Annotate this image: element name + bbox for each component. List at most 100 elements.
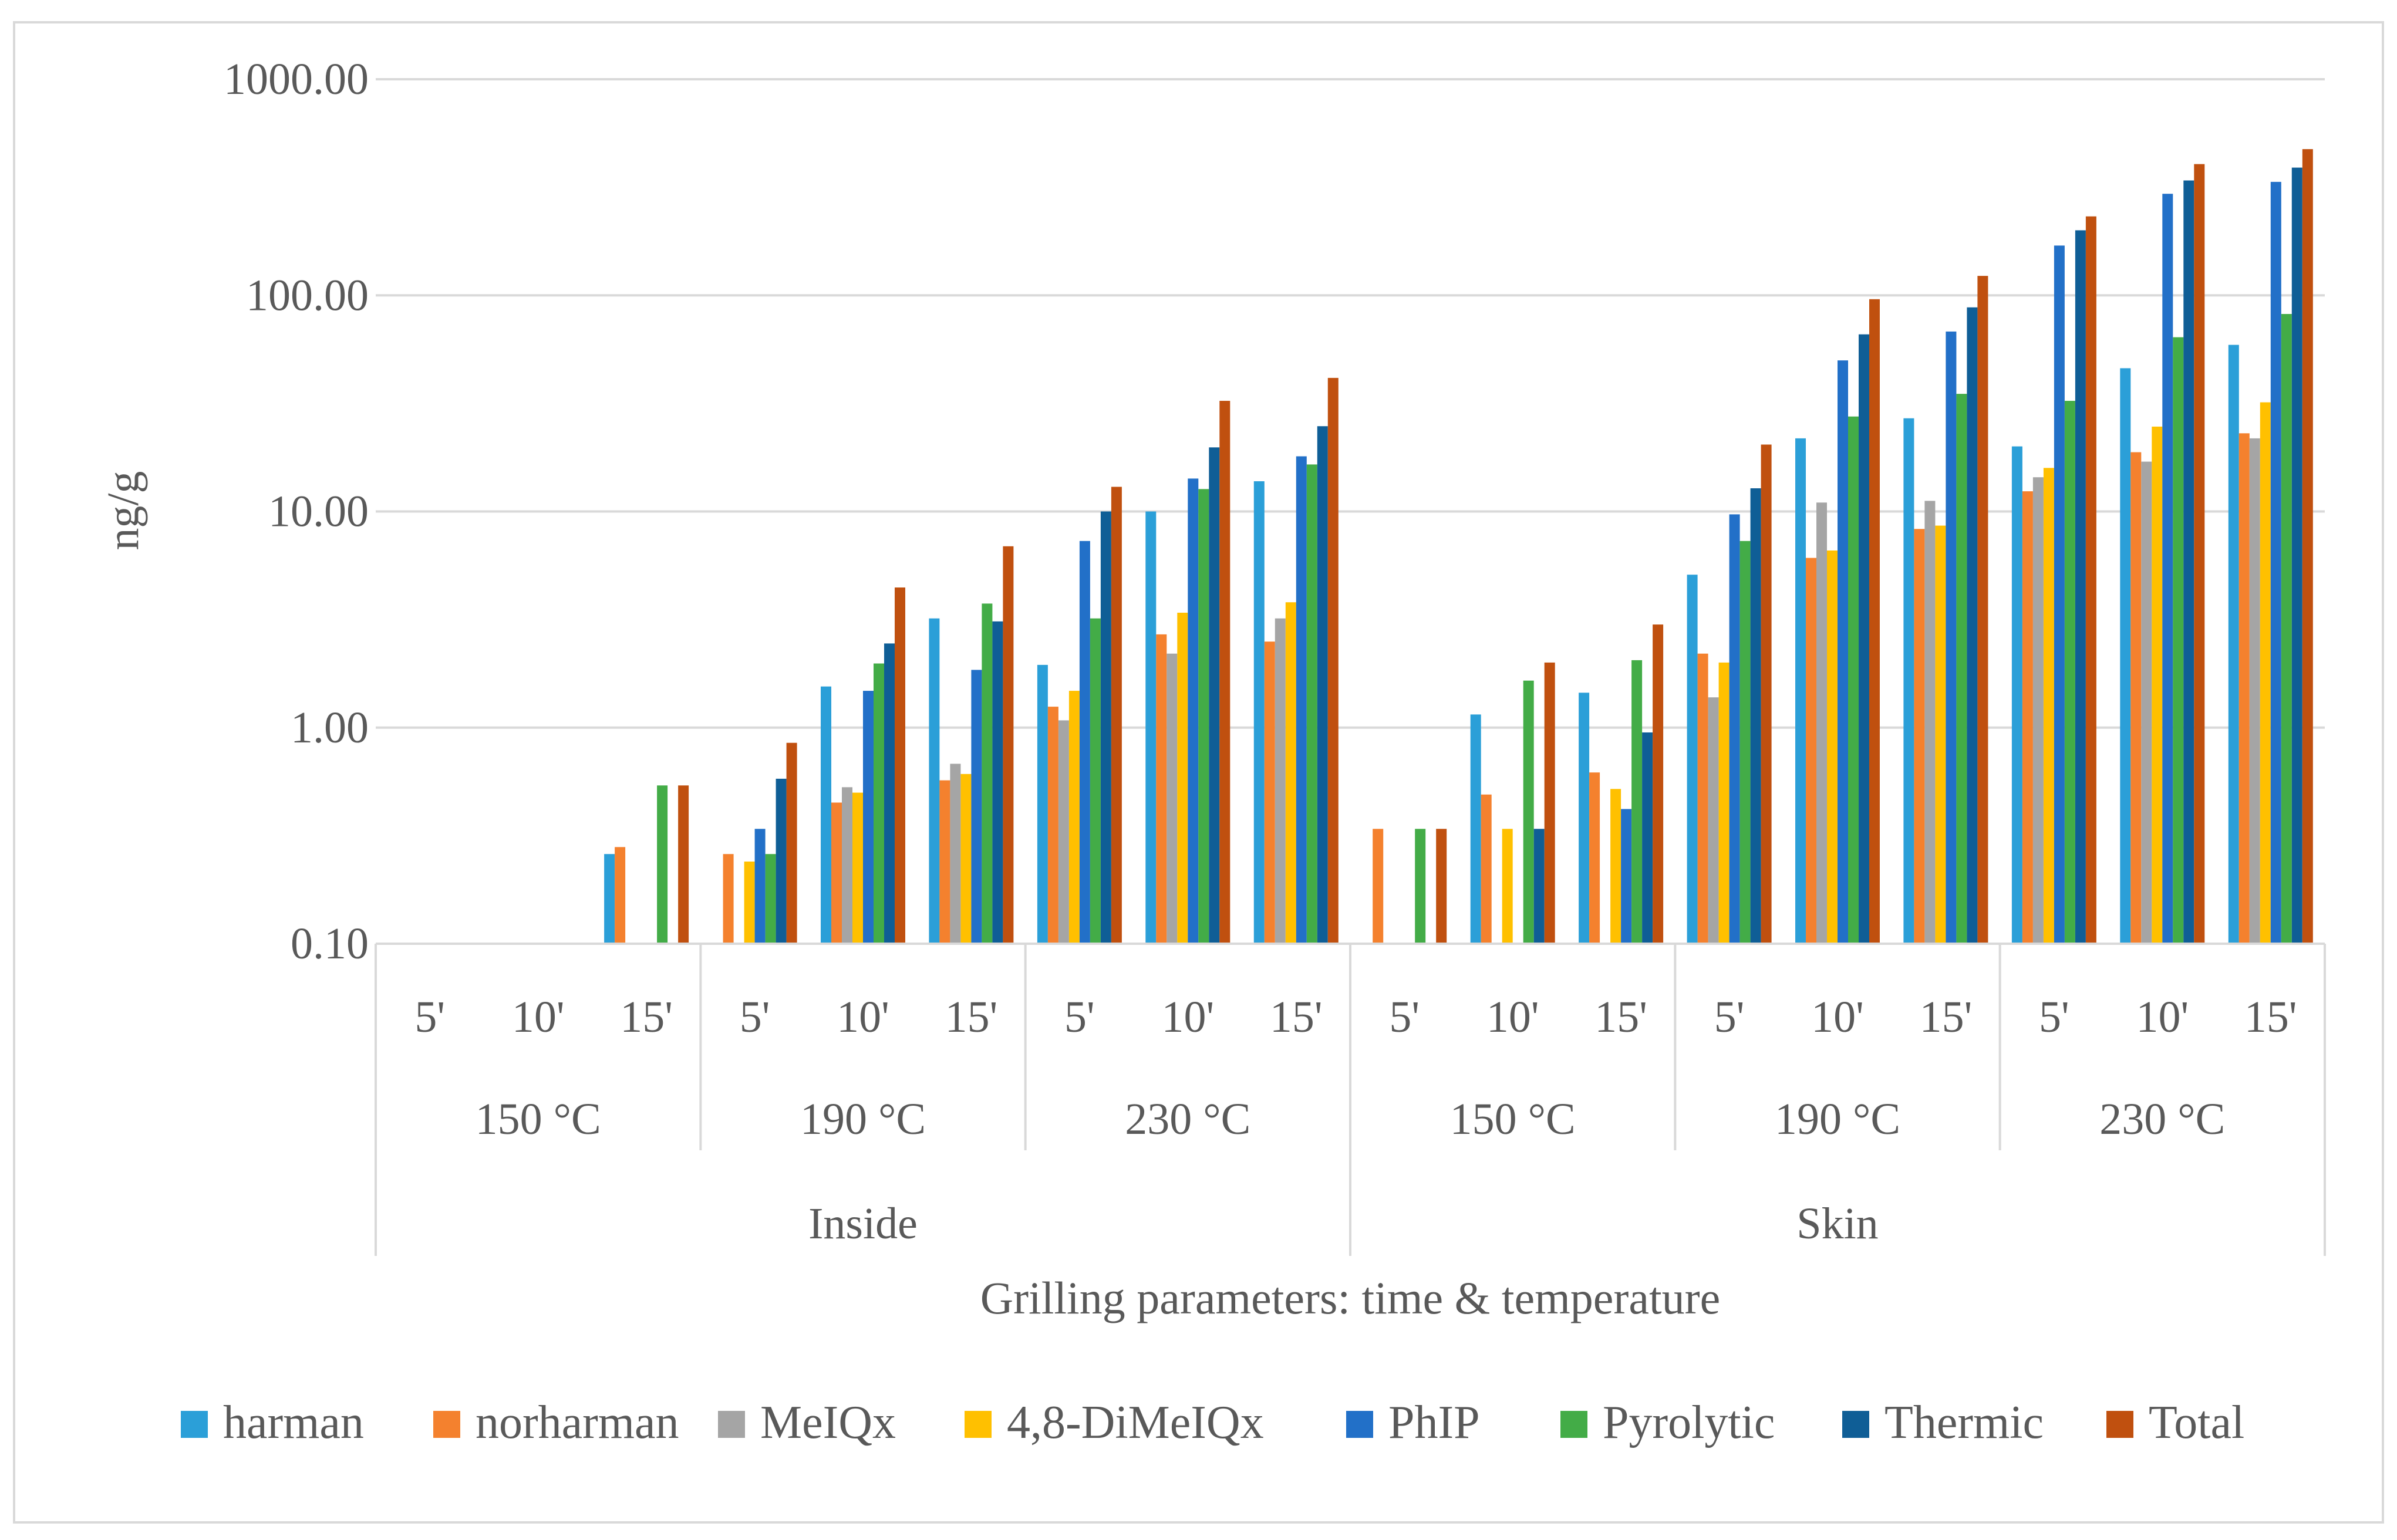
bar-pyrolytic bbox=[2064, 401, 2075, 944]
bar-phip bbox=[754, 829, 766, 944]
bar-total bbox=[1977, 276, 1988, 944]
x-tick-label-temperature: 230 °C bbox=[2099, 1095, 2225, 1144]
x-tick-label-temperature: 230 °C bbox=[1125, 1095, 1250, 1144]
bar-4-8-dimeiqx bbox=[1827, 551, 1838, 944]
bar-pyrolytic bbox=[982, 603, 993, 944]
x-tick-label-group: Inside bbox=[808, 1199, 918, 1248]
bar-pyrolytic bbox=[657, 785, 668, 944]
axis: 0.10 1.00 10.00 100.00 1000.00 5' 10' 15' 5' 10' 1… bbox=[224, 55, 2326, 1256]
bar-pyrolytic bbox=[874, 663, 884, 944]
bar-4-8-dimeiqx bbox=[1502, 829, 1513, 944]
x-tick-label-temperature: 150 °C bbox=[1450, 1095, 1576, 1144]
x-tick-label-time: 10' bbox=[1486, 992, 1539, 1042]
bar-4-8-dimeiqx bbox=[1285, 602, 1296, 944]
bar-phip bbox=[1296, 456, 1307, 944]
bar-4-8-dimeiqx bbox=[960, 774, 972, 944]
bar-total bbox=[1111, 487, 1122, 944]
bar-meiqx bbox=[2249, 438, 2260, 944]
bar-norharman bbox=[1481, 794, 1492, 944]
bar-harman bbox=[1470, 714, 1481, 944]
bar-total bbox=[1327, 377, 1339, 944]
bar-meiqx bbox=[2032, 477, 2044, 944]
legend: harman norharman MeIQx 4,8-DiMeIQx PhIP Pyrol… bbox=[181, 1397, 2244, 1448]
bar-4-8-dimeiqx bbox=[1068, 691, 1080, 944]
bar-meiqx bbox=[1167, 653, 1178, 944]
bar-norharman bbox=[1589, 772, 1600, 944]
bar-norharman bbox=[2238, 433, 2250, 944]
bar-total bbox=[1761, 444, 1772, 944]
bar-harman bbox=[929, 618, 940, 944]
bar-thermic bbox=[1642, 732, 1653, 944]
bar-phip bbox=[2162, 194, 2173, 944]
legend-swatch bbox=[718, 1411, 745, 1438]
legend-label: Thermic bbox=[1884, 1397, 2044, 1448]
bar-4-8-dimeiqx bbox=[1610, 789, 1621, 944]
bar-4-8-dimeiqx bbox=[1177, 613, 1188, 944]
legend-swatch bbox=[1560, 1411, 1587, 1438]
bar-pyrolytic bbox=[1090, 618, 1101, 944]
bar-thermic bbox=[884, 643, 895, 944]
bar-meiqx bbox=[1708, 697, 1719, 944]
bar-norharman bbox=[1047, 707, 1058, 944]
bar-4-8-dimeiqx bbox=[2152, 426, 2163, 944]
legend-label: PhIP bbox=[1388, 1397, 1480, 1448]
x-tick-label-time: 10' bbox=[837, 992, 889, 1042]
x-tick-label-time: 15' bbox=[1594, 992, 1647, 1042]
bar-harman bbox=[2120, 368, 2131, 944]
x-tick-label-temperature: 190 °C bbox=[800, 1095, 926, 1144]
legend-label: norharman bbox=[476, 1397, 679, 1448]
bar-phip bbox=[2270, 181, 2281, 944]
x-tick-label-temperature: 150 °C bbox=[476, 1095, 601, 1144]
bar-thermic bbox=[992, 621, 1003, 944]
legend-label: MeIQx bbox=[760, 1397, 896, 1448]
bar-harman bbox=[2011, 446, 2022, 944]
bar-harman bbox=[1903, 418, 1914, 944]
bar-pyrolytic bbox=[1198, 489, 1209, 944]
bar-thermic bbox=[2183, 180, 2194, 944]
bar-total bbox=[1219, 401, 1230, 944]
bar-pyrolytic bbox=[1956, 394, 1967, 944]
y-tick-label: 0.10 bbox=[291, 919, 369, 968]
bar-meiqx bbox=[950, 764, 961, 944]
x-tick-label-temperature: 190 °C bbox=[1775, 1095, 1900, 1144]
bar-total bbox=[1869, 299, 1880, 944]
bar-4-8-dimeiqx bbox=[1935, 525, 1946, 944]
bar-norharman bbox=[1373, 829, 1384, 944]
x-tick-label-time: 10' bbox=[1811, 992, 1864, 1042]
x-tick-label-time: 10' bbox=[1161, 992, 1214, 1042]
bar-thermic bbox=[1859, 334, 1869, 944]
x-tick-label-time: 15' bbox=[945, 992, 998, 1042]
legend-swatch bbox=[2106, 1411, 2133, 1438]
bar-thermic bbox=[2075, 230, 2086, 944]
bar-pyrolytic bbox=[1523, 680, 1534, 944]
bar-norharman bbox=[2130, 452, 2142, 944]
x-axis-title: Grilling parameters: time & temperature bbox=[980, 1272, 1721, 1323]
bar-phip bbox=[1838, 360, 1848, 944]
bar-harman bbox=[2228, 345, 2239, 944]
legend-label: 4,8-DiMeIQx bbox=[1007, 1397, 1264, 1448]
bar-thermic bbox=[1317, 426, 1328, 944]
bar-thermic bbox=[1209, 447, 1220, 944]
y-tick-label: 10.00 bbox=[268, 487, 369, 536]
x-tick-label-time: 15' bbox=[620, 992, 673, 1042]
bar-norharman bbox=[723, 854, 734, 944]
legend-label: Total bbox=[2149, 1397, 2244, 1448]
bar-norharman bbox=[615, 847, 626, 944]
bars bbox=[604, 149, 2313, 944]
bar-norharman bbox=[1156, 634, 1167, 944]
legend-swatch bbox=[433, 1411, 460, 1438]
legend-swatch bbox=[965, 1411, 992, 1438]
bar-pyrolytic bbox=[1631, 660, 1643, 944]
bar-meiqx bbox=[842, 787, 852, 944]
legend-swatch bbox=[1346, 1411, 1373, 1438]
x-tick-label-time: 5' bbox=[740, 992, 770, 1042]
bar-meiqx bbox=[2141, 461, 2152, 944]
bar-4-8-dimeiqx bbox=[852, 792, 863, 944]
bar-thermic bbox=[1533, 829, 1545, 944]
bar-pyrolytic bbox=[1739, 541, 1751, 944]
bar-thermic bbox=[1100, 511, 1111, 944]
bar-thermic bbox=[1967, 307, 1978, 944]
bar-norharman bbox=[2022, 491, 2033, 944]
bar-phip bbox=[1188, 478, 1199, 944]
